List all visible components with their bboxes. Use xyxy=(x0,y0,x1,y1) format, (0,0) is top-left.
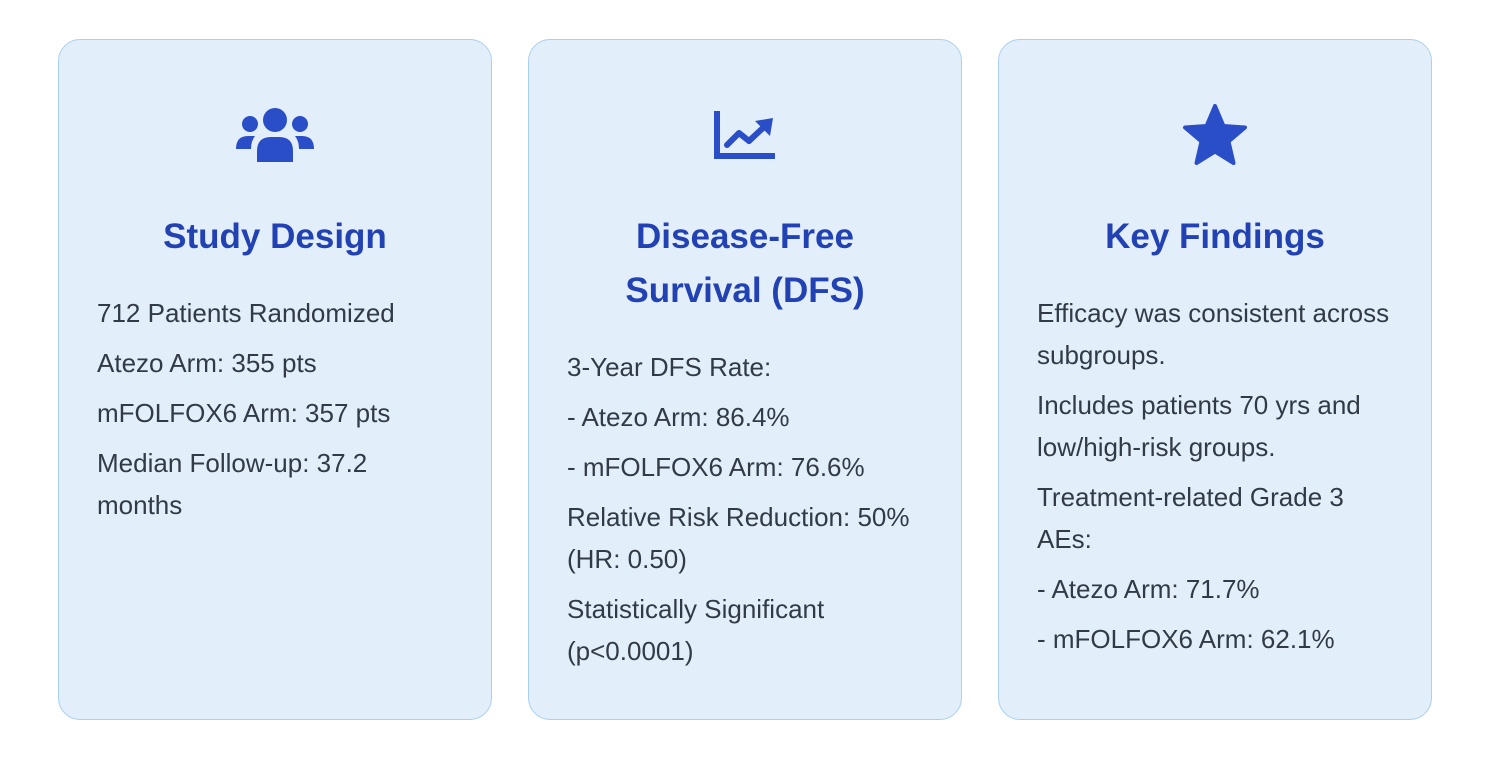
card-item-list: Efficacy was consistent across subgroups… xyxy=(1037,292,1393,660)
list-item: 712 Patients Randomized xyxy=(97,298,395,328)
list-item: Includes patients 70 yrs and low/high-ri… xyxy=(1037,390,1361,462)
list-item: Efficacy was consistent across subgroups… xyxy=(1037,298,1390,370)
card-item-list: 712 Patients Randomized Atezo Arm: 355 p… xyxy=(97,292,453,526)
list-item: Statistically Significant (p<0.0001) xyxy=(567,594,825,666)
list-item: 3-Year DFS Rate: xyxy=(567,352,772,382)
list-item: - Atezo Arm: 71.7% xyxy=(1037,574,1260,604)
list-item: Atezo Arm: 355 pts xyxy=(97,348,317,378)
chart-line-up-icon xyxy=(567,90,923,180)
card-disease-free-survival: Disease-Free Survival (DFS) 3-Year DFS R… xyxy=(528,39,962,720)
card-key-findings: Key Findings Efficacy was consistent acr… xyxy=(998,39,1432,720)
list-item: mFOLFOX6 Arm: 357 pts xyxy=(97,398,391,428)
list-item: - Atezo Arm: 86.4% xyxy=(567,402,790,432)
card-study-design: Study Design 712 Patients Randomized Ate… xyxy=(58,39,492,720)
list-item: Relative Risk Reduction: 50% (HR: 0.50) xyxy=(567,502,910,574)
summary-cards: Study Design 712 Patients Randomized Ate… xyxy=(58,39,1432,720)
card-item-list: 3-Year DFS Rate: - Atezo Arm: 86.4% - mF… xyxy=(567,346,923,672)
list-item: Median Follow-up: 37.2 months xyxy=(97,448,368,520)
card-title: Study Design xyxy=(163,217,387,256)
list-item: - mFOLFOX6 Arm: 76.6% xyxy=(567,452,865,482)
star-icon xyxy=(1037,90,1393,180)
list-item: Treatment-related Grade 3 AEs: xyxy=(1037,482,1344,554)
list-item: - mFOLFOX6 Arm: 62.1% xyxy=(1037,624,1335,654)
card-title: Disease-Free Survival (DFS) xyxy=(625,217,865,310)
card-title: Key Findings xyxy=(1105,217,1325,256)
users-group-icon xyxy=(97,90,453,180)
